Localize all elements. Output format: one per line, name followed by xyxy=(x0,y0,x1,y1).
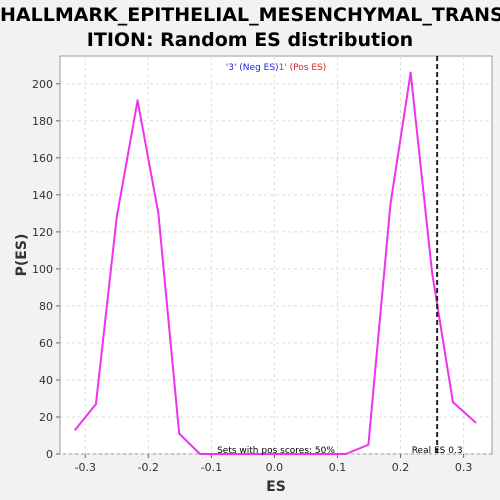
data-point xyxy=(323,453,326,455)
y-axis-label: P(ES) xyxy=(14,234,30,277)
x-tick-label: 0.0 xyxy=(266,461,284,474)
y-tick-label: 200 xyxy=(32,78,53,91)
data-point xyxy=(157,212,160,215)
legend: '3' (Neg ES)1' (Pos ES) xyxy=(226,63,326,73)
x-axis-label: ES xyxy=(266,479,286,495)
chart-title: HALLMARK_EPITHELIAL_MESENCHYMAL_TRANS IT… xyxy=(0,3,500,53)
data-point xyxy=(451,401,454,404)
series-layer xyxy=(74,71,477,455)
y-tick-label: 40 xyxy=(39,374,53,387)
y-tick-label: 140 xyxy=(32,189,53,202)
chart-title-line-2: ITION: Random ES distribution xyxy=(86,29,414,51)
gridlines xyxy=(60,56,492,455)
data-point xyxy=(219,453,222,455)
data-point xyxy=(178,432,181,435)
data-point xyxy=(282,453,285,455)
data-point xyxy=(303,453,305,455)
data-point xyxy=(74,429,77,431)
pos-scores-note: Sets with pos scores: 50% xyxy=(217,446,335,456)
y-tick-label: 120 xyxy=(32,226,53,239)
es-distribution-line xyxy=(74,71,477,455)
chart-title-line-1: HALLMARK_EPITHELIAL_MESENCHYMAL_TRANS xyxy=(0,4,500,26)
x-tick-label: 0.3 xyxy=(455,461,473,474)
real-es-label: Real ES 0.3 xyxy=(412,446,463,456)
data-point xyxy=(474,421,477,424)
data-point xyxy=(261,453,264,455)
y-tick-label: 0 xyxy=(46,448,53,461)
data-point xyxy=(199,453,201,455)
x-tick-label: 0.1 xyxy=(329,461,347,474)
data-point xyxy=(344,453,347,455)
data-point xyxy=(389,203,392,205)
y-tick-label: 20 xyxy=(39,411,53,424)
x-tick-label: -0.1 xyxy=(201,461,222,474)
y-tick-label: 80 xyxy=(39,300,53,313)
data-point xyxy=(95,403,97,405)
y-tick-label: 100 xyxy=(32,263,53,276)
legend-pos-entry: 1' (Pos ES) xyxy=(279,63,327,73)
data-point xyxy=(240,453,243,455)
y-tick-label: 180 xyxy=(32,115,53,128)
plot-background xyxy=(59,55,493,455)
data-point xyxy=(367,443,370,446)
x-tick-label: 0.2 xyxy=(392,461,410,474)
data-point xyxy=(136,99,139,102)
legend-neg-entry: '3' (Neg ES) xyxy=(226,63,279,73)
y-tick-label: 60 xyxy=(39,337,53,350)
data-point xyxy=(431,271,433,274)
data-point xyxy=(115,216,118,218)
x-tick-label: -0.3 xyxy=(74,461,95,474)
axes: -0.3 -0.2 -0.1 0.0 0.1 0.2 0.3 0 20 40 60 80 100 120 1… xyxy=(32,78,472,474)
data-point xyxy=(409,71,412,74)
x-tick-label: -0.2 xyxy=(138,461,159,474)
y-tick-label: 160 xyxy=(32,152,53,165)
